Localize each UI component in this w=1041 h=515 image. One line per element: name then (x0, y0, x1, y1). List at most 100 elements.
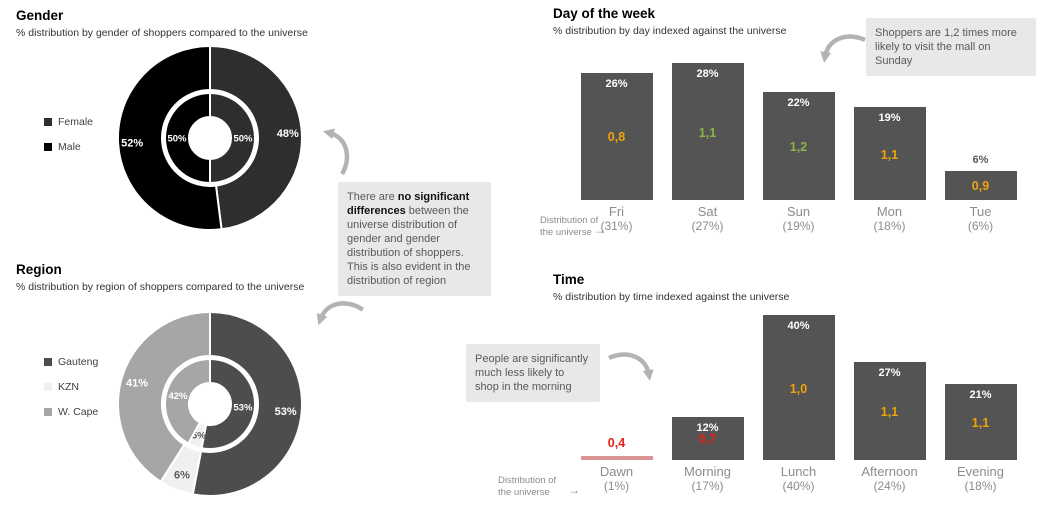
legend-label: Female (58, 116, 94, 128)
universe-label-line2: the universe (540, 227, 592, 238)
day-universe-label: Distribution of the universe (540, 215, 606, 239)
axis-universe-pct: (19%) (782, 219, 815, 233)
bar-dawn (580, 456, 653, 460)
curved-arrow-gender-icon (322, 128, 350, 176)
axis-category: Morning (684, 464, 731, 479)
main-callout-text: between the universe distribution of gen… (347, 205, 471, 287)
axis-universe-pct: (18%) (964, 479, 997, 493)
region-title: Region (16, 262, 62, 277)
day-subtitle: % distribution by day indexed against th… (553, 25, 787, 37)
gender-donut-slice-female (209, 44, 303, 231)
donut-value-label: 48% (277, 128, 299, 140)
male-swatch-icon (44, 143, 52, 151)
curved-arrow-morning-icon (608, 352, 654, 381)
day-title: Day of the week (553, 6, 656, 21)
index-label: 0,7 (698, 432, 717, 447)
index-label: 0,9 (971, 179, 990, 194)
axis-category: Evening (957, 464, 1004, 479)
axis-label-fri: Fri (31%) (571, 204, 662, 234)
index-label: 1,0 (789, 381, 808, 396)
region-section-header: Region % distribution by region of shopp… (16, 262, 306, 294)
legend-item-gauteng: Gauteng (44, 356, 98, 368)
index-label: 1,1 (880, 147, 899, 162)
gauteng-swatch-icon (44, 358, 52, 366)
donut-value-label: 5% (192, 430, 206, 441)
gender-donut-slice-male (116, 44, 223, 231)
axis-label-sun: Sun (19%) (753, 204, 844, 234)
donut-value-label: 6% (174, 470, 190, 482)
bar-value-label: 26% (605, 77, 628, 90)
index-label: 0,8 (607, 130, 626, 145)
legend-item-kzn: KZN (44, 381, 98, 393)
curved-arrow-sunday-icon (820, 34, 866, 63)
bar-sat (671, 63, 744, 200)
day-bar-chart: 26% 0,8 28% 1,1 22% 1,2 19% 1,1 6% 0,9 (571, 60, 1026, 200)
bar-tue (944, 170, 1017, 200)
bar-value-label: 6% (972, 153, 989, 166)
bar-lunch (762, 315, 835, 460)
axis-label-mon: Mon (18%) (844, 204, 935, 234)
legend-label: Gauteng (58, 356, 99, 368)
axis-universe-pct: (18%) (873, 219, 906, 233)
bar-mon (853, 107, 926, 200)
time-universe-label: Distribution of the universe (498, 475, 564, 499)
day-section-header: Day of the week % distribution by day in… (553, 6, 853, 38)
donut-value-label: 53% (275, 406, 297, 418)
female-swatch-icon (44, 118, 52, 126)
donut-value-label: 53% (233, 402, 253, 413)
axis-category: Dawn (599, 464, 634, 479)
index-label: 1,1 (698, 125, 717, 140)
gender-subtitle: % distribution by gender of shoppers com… (16, 27, 308, 39)
axis-label-afternoon: Afternoon (24%) (844, 464, 935, 494)
morning-callout: People are significantly much less likel… (466, 344, 600, 402)
axis-universe-pct: (17%) (691, 479, 724, 493)
axis-category: Mon (876, 204, 903, 219)
time-right-arrow-icon: → (568, 483, 580, 497)
time-axis: Dawn (1%) Morning (17%) Lunch (40%) Afternoon(… (571, 464, 1026, 498)
region-legend: Gauteng KZN W. Cape (44, 356, 98, 431)
time-bar-chart: 0,4 12% 0,7 40% 1,0 27% 1,1 21% 1,1 (571, 312, 1026, 460)
index-label: 1,1 (880, 405, 899, 420)
axis-universe-pct: (1%) (603, 479, 630, 493)
axis-label-lunch: Lunch (40%) (753, 464, 844, 494)
axis-label-dawn: Dawn (1%) (571, 464, 662, 494)
index-label: 1,2 (789, 140, 808, 155)
region-donut-slice-w-cape (117, 310, 211, 484)
main-callout-bold-text: no significant differences (347, 191, 470, 217)
axis-label-sat: Sat (27%) (662, 204, 753, 234)
legend-item-female: Female (44, 116, 93, 128)
legend-label: KZN (58, 381, 79, 393)
bar-value-label: 19% (878, 112, 901, 125)
curved-arrow-region-icon (316, 301, 365, 326)
bar-value-label: 12% (696, 421, 719, 434)
axis-category: Lunch (780, 464, 817, 479)
region-donut-chart: 53% 6% 41% 53% 5% 42% (117, 310, 303, 497)
index-label: 1,1 (971, 416, 990, 430)
axis-universe-pct: (6%) (967, 219, 994, 233)
donut-value-label: 50% (233, 133, 253, 144)
gender-title: Gender (16, 8, 64, 23)
donut-value-label: 50% (167, 133, 187, 144)
universe-label-line1: Distribution of (540, 215, 599, 226)
axis-universe-pct: (40%) (782, 479, 815, 493)
wcape-swatch-icon (44, 408, 52, 416)
axis-universe-pct: (24%) (873, 479, 906, 493)
gender-legend: Female Male (44, 116, 93, 166)
main-callout-text: There are (347, 191, 398, 203)
bar-value-label: 27% (878, 367, 901, 380)
axis-label-tue: Tue (6%) (935, 204, 1026, 234)
axis-universe-pct: (31%) (600, 219, 633, 233)
gender-section-header: Gender % distribution by gender of shopp… (16, 8, 346, 40)
time-title: Time (553, 272, 585, 287)
region-subtitle: % distribution by region of shoppers com… (16, 281, 305, 293)
index-label: 0,4 (607, 436, 626, 451)
gender-donut-slice-female (209, 91, 256, 185)
axis-category: Tue (969, 204, 992, 219)
gender-donut-chart: 48% 52% 50% 50% (116, 44, 303, 231)
region-donut-slice-gauteng (200, 357, 256, 450)
time-subtitle: % distribution by time indexed against t… (553, 291, 790, 303)
bar-value-label: 40% (787, 320, 810, 333)
bar-value-label: 28% (696, 68, 719, 81)
legend-label: W. Cape (58, 406, 99, 418)
axis-universe-pct: (27%) (691, 219, 724, 233)
